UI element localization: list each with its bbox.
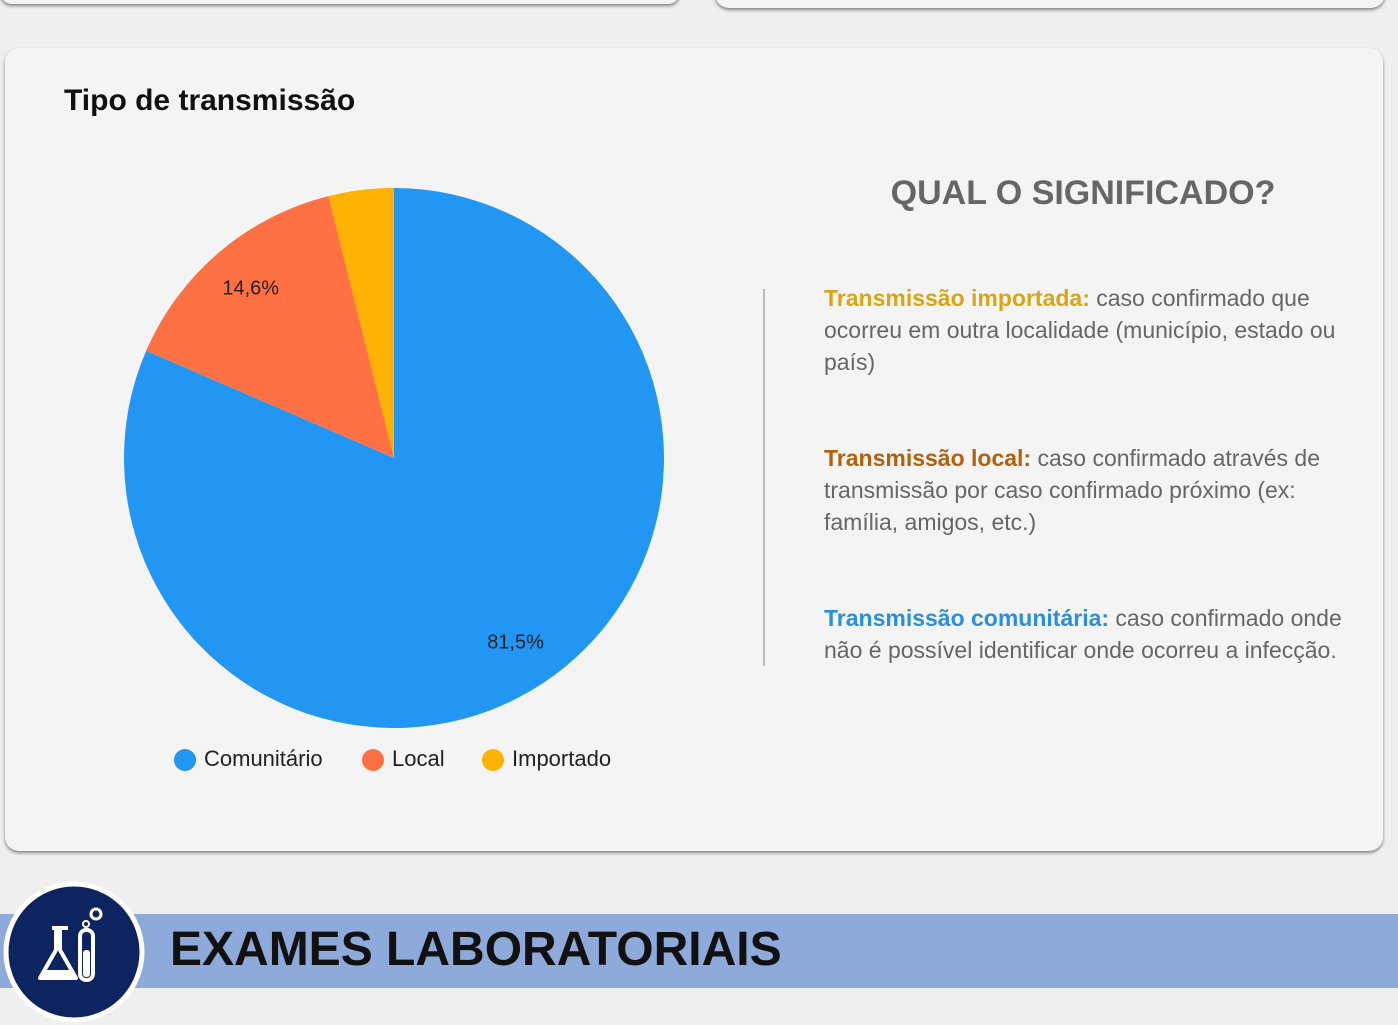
legend-label: Local bbox=[392, 746, 445, 771]
chart-title: Tipo de transmissão bbox=[64, 84, 356, 117]
section-banner bbox=[0, 914, 1398, 988]
pie-chart: 81,5% 14,6% Comunitário Local Importado bbox=[124, 188, 665, 771]
legend-label: Importado bbox=[512, 746, 611, 771]
explanation-item: Transmissão local: caso confirmado atrav… bbox=[824, 442, 1344, 538]
definition: caso confirmado através de transmissão p… bbox=[824, 445, 1321, 535]
pie-slice bbox=[146, 196, 394, 458]
pie-slice bbox=[124, 188, 665, 728]
term: Transmissão importada: bbox=[824, 285, 1090, 311]
term: Transmissão local: bbox=[824, 445, 1032, 471]
legend-swatch bbox=[362, 749, 384, 771]
legend-label: Comunitário bbox=[204, 746, 323, 771]
section-icon bbox=[3, 881, 145, 1023]
explanation-item: Transmissão importada: caso confirmado q… bbox=[824, 282, 1344, 378]
term: Transmissão comunitária: bbox=[824, 605, 1110, 631]
section-title: EXAMES LABORATORIAIS bbox=[170, 923, 782, 976]
legend-swatch bbox=[174, 749, 196, 771]
explanation-item: Transmissão comunitária: caso confirmado… bbox=[824, 602, 1344, 666]
value-label: 14,6% bbox=[222, 277, 279, 299]
definition: caso confirmado que ocorreu em outra loc… bbox=[824, 285, 1336, 375]
value-label: 81,5% bbox=[487, 631, 544, 653]
explanation-heading: QUAL O SIGNIFICADO? bbox=[890, 174, 1276, 212]
definition: caso confirmado onde não é possível iden… bbox=[824, 605, 1342, 663]
legend-swatch bbox=[482, 749, 504, 771]
card-top-right bbox=[715, 0, 1385, 8]
pie-slice bbox=[328, 188, 394, 458]
divider bbox=[763, 289, 765, 666]
card-top-left bbox=[0, 0, 680, 4]
